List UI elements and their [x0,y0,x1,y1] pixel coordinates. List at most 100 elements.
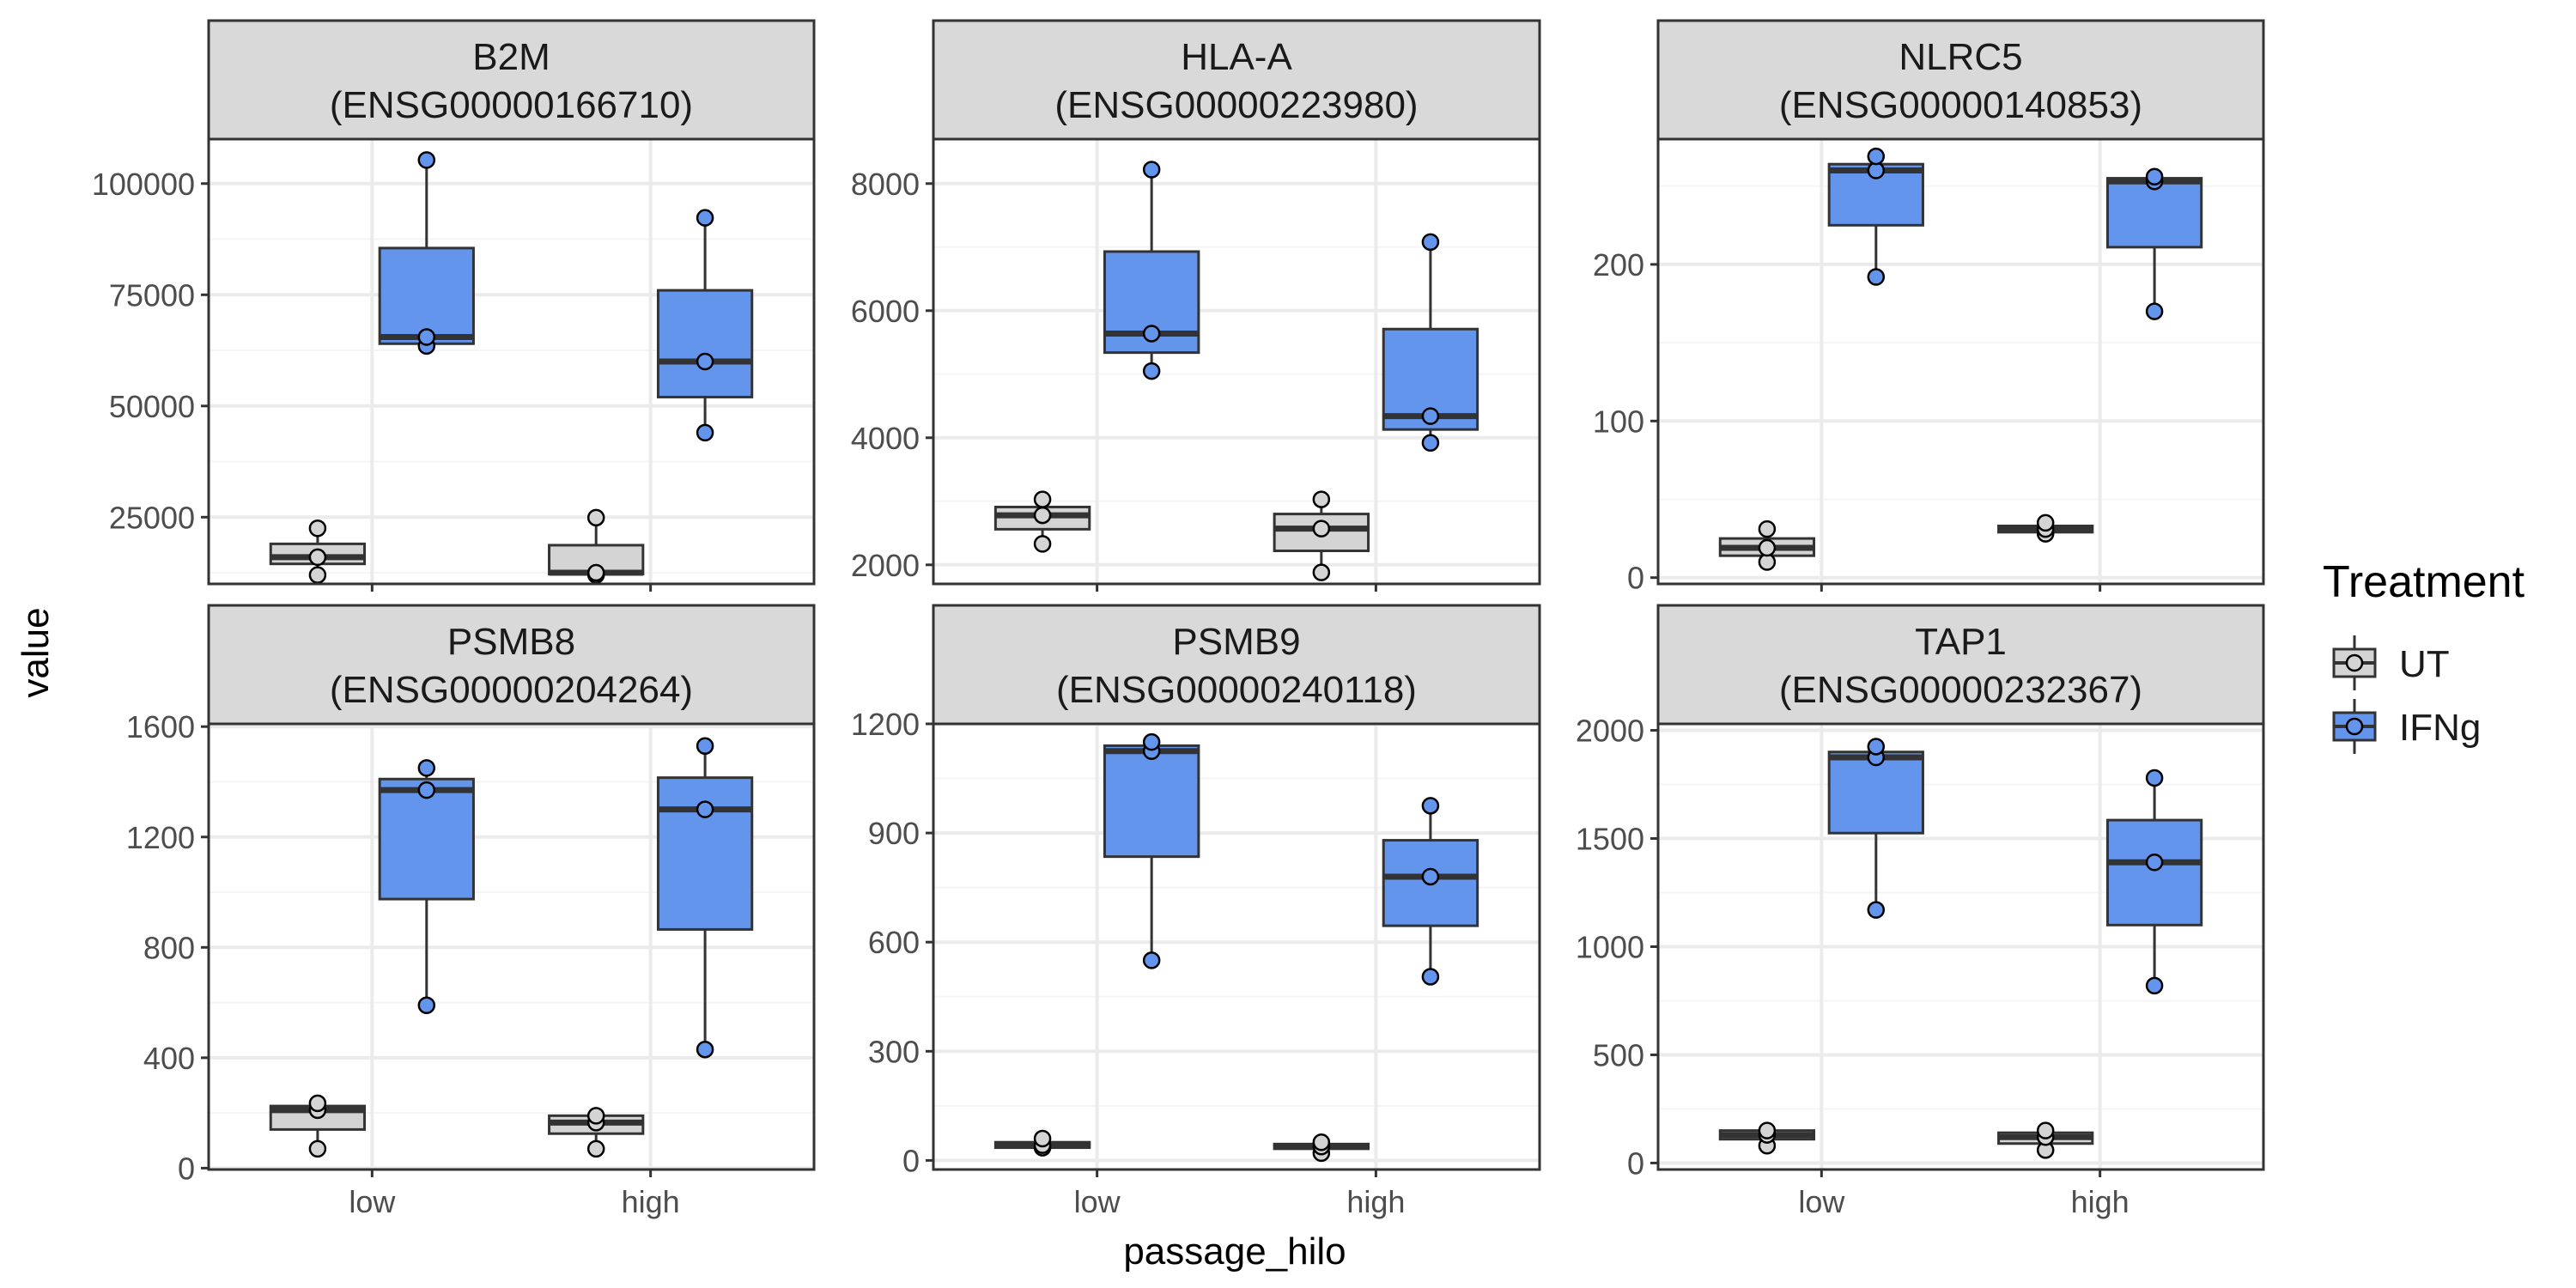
data-point [1312,490,1331,508]
legend-point [2345,653,2364,672]
data-point [1867,901,1886,919]
y-tick-label: 6000 [851,294,920,329]
data-point [308,1094,327,1113]
legend-label-UT: UT [2399,643,2450,685]
legend-title: Treatment [2323,557,2525,607]
y-tick-label: 500 [1593,1037,1644,1072]
box-UT-low [269,1094,367,1158]
data-point [1312,519,1331,538]
facet-title-gene: HLA-A [1181,36,1292,78]
data-point [1142,951,1161,969]
facet-strip [207,604,816,726]
box-IFNg-low [1827,738,1924,919]
facet-panels: B2M(ENSG00000166710)25000500007500010000… [92,19,2265,1219]
box-UT-low [269,519,367,584]
data-point [417,996,436,1015]
box-body [2105,818,2203,927]
data-point [1142,161,1161,179]
y-tick-label: 75000 [109,277,195,313]
facet-panel: NLRC5 (ENSG00000140853) 0 100 200 [1593,19,2265,596]
facet-title-ensembl: (ENSG00000204264) [330,669,693,711]
legend-label-IFNg: IFNg [2399,707,2481,749]
data-point [2145,976,2164,995]
data-point [308,548,327,567]
box-IFNg-high [656,209,754,442]
x-tick-label: high [622,1184,680,1219]
data-point [1867,147,1886,166]
facet-title-ensembl: (ENSG00000240118) [1056,669,1417,711]
box-UT-low [1718,519,1816,571]
x-tick-label: high [2071,1184,2129,1219]
y-tick-label: 1200 [851,707,920,742]
data-point [2145,769,2164,787]
data-point [1867,738,1886,756]
y-tick-label: 0 [902,1143,920,1178]
y-tick-label: 8000 [851,167,920,202]
data-point [1421,434,1440,452]
y-tick-label: 1200 [126,820,195,855]
data-point [417,151,436,169]
box-body [1103,744,1200,859]
facet-strip [207,19,816,141]
box-body [1382,327,1479,431]
data-point [696,423,714,442]
data-point [308,566,327,584]
data-point [2036,1121,2055,1139]
y-tick-label: 0 [1627,1145,1644,1181]
x-tick-label: high [1346,1184,1405,1219]
x-tick-label: low [1074,1184,1121,1219]
box-IFNg-high [1382,797,1479,986]
data-point [1421,867,1440,886]
box-body [378,777,475,901]
data-point [1033,506,1052,525]
box-UT-high [1273,490,1370,581]
facet-panel: HLA-A (ENSG00000223980) 2000 4000 6000 8000 [851,19,1541,592]
data-point [586,1139,605,1158]
data-point [417,781,436,799]
data-point [1758,1121,1777,1139]
facet-strip [932,19,1541,141]
box-IFNg-low [378,151,475,355]
facet-title-ensembl: (ENSG00000166710) [330,84,693,126]
facet-title-gene: B2M [472,36,550,78]
data-point [586,508,605,527]
facet-title-gene: PSMB9 [1172,621,1300,663]
panel-background [933,724,1540,1170]
box-IFNg-high [1382,233,1479,452]
y-tick-label: 200 [1593,247,1644,283]
box-IFNg-low [1103,732,1200,969]
facet-panel: B2M (ENSG00000166710) 25000 50000 75000 10000… [92,19,816,592]
data-point [1758,519,1777,538]
y-tick-label: 25000 [109,500,195,535]
data-point [417,759,436,777]
facet-strip [1656,19,2265,141]
box-IFNg-high [656,737,754,1059]
y-tick-label: 1500 [1576,822,1644,857]
facet-title-ensembl: (ENSG00000232367) [1779,669,2142,711]
box-body [656,776,754,931]
data-point [2145,167,2164,186]
data-point [1421,407,1440,425]
y-tick-label: 2000 [851,548,920,583]
y-axis-title: value [15,607,57,697]
facet-title-ensembl: (ENSG00000140853) [1779,84,2142,126]
data-point [1033,490,1052,508]
data-point [2145,302,2164,320]
y-tick-label: 50000 [109,389,195,424]
facet-title-gene: PSMB8 [447,621,575,663]
data-point [696,1040,714,1059]
box-UT-high [1997,1121,2094,1159]
box-UT-low [993,490,1091,553]
facet-panel: PSMB8 (ENSG00000204264) 0 400 800 1200 1600 low… [126,604,816,1219]
data-point [586,563,605,582]
x-tick-label: low [349,1184,396,1219]
y-tick-label: 400 [143,1041,195,1076]
legend-key-IFNg: IFNg [2332,699,2481,754]
data-point [308,519,327,538]
data-point [2036,513,2055,532]
y-tick-label: 600 [868,925,920,960]
facet-panel: PSMB9 (ENSG00000240118) 0 300 600 900 1200 low h… [851,604,1541,1219]
box-IFNg-low [1827,147,1924,286]
data-point [586,1107,605,1125]
